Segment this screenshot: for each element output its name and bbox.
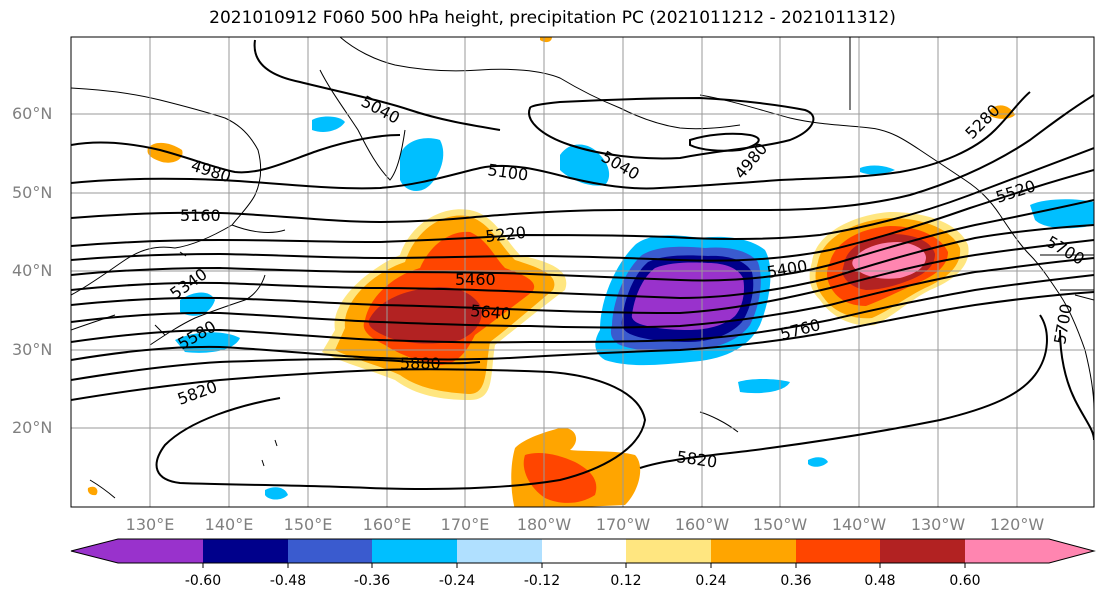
colorbar-tick-label: -0.36 bbox=[353, 573, 391, 589]
lat-tick-label: 60°N bbox=[12, 104, 53, 123]
lon-tick-label: 150°W bbox=[752, 515, 808, 534]
lon-tick-label: 140°E bbox=[204, 515, 254, 534]
colorbar-segment bbox=[457, 539, 542, 563]
precip-negative-central-pacific bbox=[595, 235, 771, 366]
colorbar-tick-label: -0.24 bbox=[438, 573, 476, 589]
colorbar-segment bbox=[880, 539, 965, 563]
colorbar-segment bbox=[796, 539, 880, 563]
lon-tick-label: 130°E bbox=[125, 515, 175, 534]
contour-label: 5400 bbox=[765, 256, 808, 282]
lon-tick-label: 170°E bbox=[440, 515, 490, 534]
contour-label: 5100 bbox=[486, 160, 529, 184]
colorbar-segment bbox=[288, 539, 372, 563]
contour-label: 5460 bbox=[455, 270, 496, 289]
lon-tick-label: 160°E bbox=[362, 515, 412, 534]
contour-label: 5820 bbox=[175, 377, 220, 409]
colorbar-segment bbox=[626, 539, 711, 563]
colorbar-segment bbox=[71, 539, 118, 563]
contour-label: 5880 bbox=[400, 354, 441, 373]
lon-tick-label: 170°W bbox=[595, 515, 651, 534]
gridlines bbox=[71, 37, 1094, 507]
precip-negative-small-areas bbox=[175, 116, 1094, 500]
colorbar-tick-label: 0.36 bbox=[780, 573, 812, 589]
contour-label: 5640 bbox=[470, 301, 512, 323]
precip-positive-gulf-of-alaska bbox=[809, 212, 969, 326]
contour-label: 5700 bbox=[1050, 302, 1076, 345]
contour-label: 5040 bbox=[358, 92, 403, 128]
colorbar-segment bbox=[711, 539, 796, 563]
colorbar-segment bbox=[542, 539, 626, 563]
colorbar-tick-label: -0.60 bbox=[184, 573, 222, 589]
colorbar-tick-label: 0.12 bbox=[610, 573, 642, 589]
colorbar bbox=[70, 538, 1096, 568]
contour-label: 5520 bbox=[993, 176, 1038, 207]
lon-tick-label: 130°W bbox=[910, 515, 966, 534]
colorbar-tick-label: 0.24 bbox=[695, 573, 727, 589]
lon-tick-label: 150°E bbox=[283, 515, 333, 534]
contour-label: 5820 bbox=[675, 447, 718, 471]
colorbar-tick-label: 0.48 bbox=[864, 573, 896, 589]
lat-tick-label: 50°N bbox=[12, 183, 53, 202]
lon-tick-label: 160°W bbox=[674, 515, 730, 534]
height-contours bbox=[71, 39, 1094, 491]
lat-tick-label: 40°N bbox=[12, 261, 53, 280]
map-title: 2021010912 F060 500 hPa height, precipit… bbox=[209, 8, 896, 28]
precip-positive-subtropical bbox=[511, 427, 641, 507]
colorbar-segment bbox=[118, 539, 203, 563]
contour-label: 5160 bbox=[180, 206, 221, 225]
colorbar-outline bbox=[70, 538, 1096, 564]
lat-tick-label: 20°N bbox=[12, 418, 53, 437]
colorbar-tick-label: -0.12 bbox=[523, 573, 561, 589]
colorbar-segment bbox=[372, 539, 457, 563]
lon-tick-label: 180°W bbox=[516, 515, 572, 534]
colorbar-segment bbox=[203, 539, 288, 563]
lon-tick-label: 120°W bbox=[989, 515, 1045, 534]
colorbar-segment bbox=[965, 539, 1049, 563]
lat-tick-label: 30°N bbox=[12, 340, 53, 359]
contour-label: 5220 bbox=[484, 223, 526, 246]
islands bbox=[89, 251, 739, 499]
contour-label: 5760 bbox=[778, 315, 822, 344]
colorbar-tick-label: 0.60 bbox=[949, 573, 981, 589]
contour-label: 4980 bbox=[189, 156, 234, 187]
lon-tick-label: 140°W bbox=[831, 515, 887, 534]
colorbar-segment bbox=[1049, 539, 1094, 563]
colorbar-tick-label: -0.48 bbox=[269, 573, 307, 589]
map-frame bbox=[70, 36, 1095, 508]
